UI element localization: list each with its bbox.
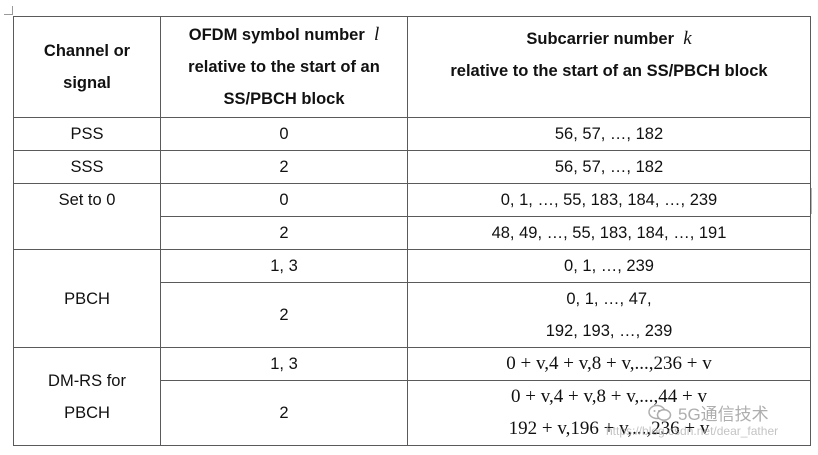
cell-symbol-sss: 2 [160,150,408,184]
cell-subcarrier-pbch-2-line1: 0, 1, …, 47, [566,290,652,308]
cell-symbol-pss: 0 [160,117,408,151]
table-row: DM-RS for PBCH 1, 3 0 + v,4 + v,8 + v,..… [13,347,811,446]
cell-symbol-set0-2: 2 [160,216,408,250]
table-resize-marker[interactable] [811,188,812,214]
header-symbol: OFDM symbol number l relative to the sta… [160,16,408,118]
cell-subcarrier-sss: 56, 57, …, 182 [407,150,811,184]
cell-subcarrier-set0-2: 48, 49, …, 55, 183, 184, …, 191 [407,216,811,250]
cell-symbol-dmrs-2: 2 [160,380,408,446]
table-row: SSS 2 56, 57, …, 182 [13,150,811,184]
cell-signal-dmrs: DM-RS for PBCH [13,347,161,446]
table-row: 2 0, 1, …, 47, 192, 193, …, 239 [14,282,811,348]
wechat-icon [648,404,672,422]
table-row: 2 0 + v,4 + v,8 + v,...,44 + v 192 + v,1… [14,380,811,446]
header-channel-line2: signal [63,74,111,92]
cell-subcarrier-dmrs-2-line1: 0 + v,4 + v,8 + v,...,44 + v [511,386,707,407]
watermark-label: 5G通信技术 [678,405,769,424]
header-symbol-line3: SS/PBCH block [223,90,345,108]
cell-signal-pbch: PBCH [13,249,161,348]
cell-subcarrier-dmrs-2-line2: 192 + v,196 + v,...,236 + v [508,418,710,439]
cell-subcarrier-pbch-2: 0, 1, …, 47, 192, 193, …, 239 [407,282,811,348]
cell-signal-set0: Set to 0 [13,183,161,250]
header-subcarrier-line1: Subcarrier number k [408,23,810,55]
cell-signal-sss: SSS [13,150,161,184]
header-channel-line1: Channel or [43,42,131,60]
cell-subcarrier-set0-1: 0, 1, …, 55, 183, 184, …, 239 [407,183,811,217]
table-move-handle[interactable] [4,6,13,15]
header-symbol-line1: OFDM symbol number l [161,19,407,51]
cell-subcarrier-pbch-2-line2: 192, 193, …, 239 [545,322,673,340]
header-symbol-var: l [373,24,380,45]
header-subcarrier: Subcarrier number k relative to the star… [407,16,811,118]
watermark-url: https://blog.csdn.net/dear_father [606,424,779,438]
cell-subcarrier-pbch-1: 0, 1, …, 239 [407,249,811,283]
table-row: PSS 0 56, 57, …, 182 [13,117,811,151]
header-symbol-line2: relative to the start of an [188,58,380,76]
cell-symbol-dmrs-1: 1, 3 [160,347,408,381]
cell-symbol-pbch-2: 2 [160,282,408,348]
cell-symbol-pbch-1: 1, 3 [160,249,408,283]
header-subcarrier-var: k [683,28,692,49]
cell-signal-dmrs-line1: DM-RS for [48,371,126,390]
cell-signal-pss: PSS [13,117,161,151]
header-subcarrier-text: Subcarrier number [526,30,675,48]
cell-symbol-set0-1: 0 [160,183,408,217]
header-subcarrier-line2: relative to the start of an SS/PBCH bloc… [450,62,768,80]
ssb-resource-table: Channel or signal OFDM symbol number l r… [13,16,811,446]
header-symbol-text: OFDM symbol number [188,26,365,44]
cell-signal-dmrs-line2: PBCH [64,403,110,422]
header-row: Channel or signal OFDM symbol number l r… [13,16,811,118]
watermark: 5G通信技术 [648,400,769,425]
cell-subcarrier-dmrs-2: 0 + v,4 + v,8 + v,...,44 + v 192 + v,196… [407,380,811,446]
cell-subcarrier-dmrs-1: 0 + v,4 + v,8 + v,...,236 + v [407,347,811,381]
table-row: PBCH 1, 3 0, 1, …, 239 [13,249,811,348]
header-channel: Channel or signal [13,16,161,118]
cell-subcarrier-pss: 56, 57, …, 182 [407,117,811,151]
table-row: Set to 0 0 0, 1, …, 55, 183, 184, …, 239 [13,183,811,250]
